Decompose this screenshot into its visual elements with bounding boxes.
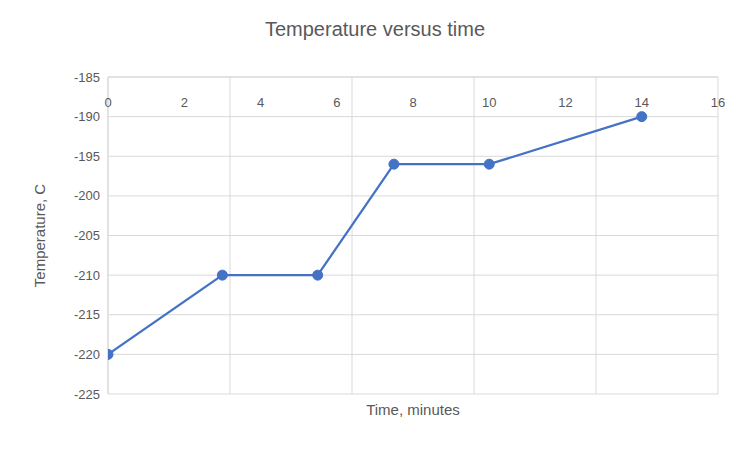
svg-text:14: 14	[635, 95, 649, 110]
svg-text:-205: -205	[74, 228, 100, 243]
html-text:Temperature versus time: Temperature versus time	[265, 18, 485, 40]
svg-text:-200: -200	[74, 188, 100, 203]
svg-text:6: 6	[333, 95, 340, 110]
svg-text:-225: -225	[74, 387, 100, 402]
svg-text:16: 16	[711, 95, 725, 110]
svg-text:-220: -220	[74, 347, 100, 362]
svg-text:Temperature, C: Temperature, C	[31, 184, 48, 288]
svg-text:-215: -215	[74, 307, 100, 322]
svg-text:4: 4	[257, 95, 264, 110]
svg-text:-185: -185	[74, 70, 100, 85]
svg-text:12: 12	[558, 95, 572, 110]
svg-text:2: 2	[181, 95, 188, 110]
svg-text:8: 8	[409, 95, 416, 110]
svg-text:-190: -190	[74, 109, 100, 124]
svg-text:-210: -210	[74, 268, 100, 283]
svg-text:-195: -195	[74, 149, 100, 164]
svg-text:0: 0	[104, 95, 111, 110]
svg-text:10: 10	[482, 95, 496, 110]
html-text:Time, minutes: Time, minutes	[366, 401, 460, 418]
